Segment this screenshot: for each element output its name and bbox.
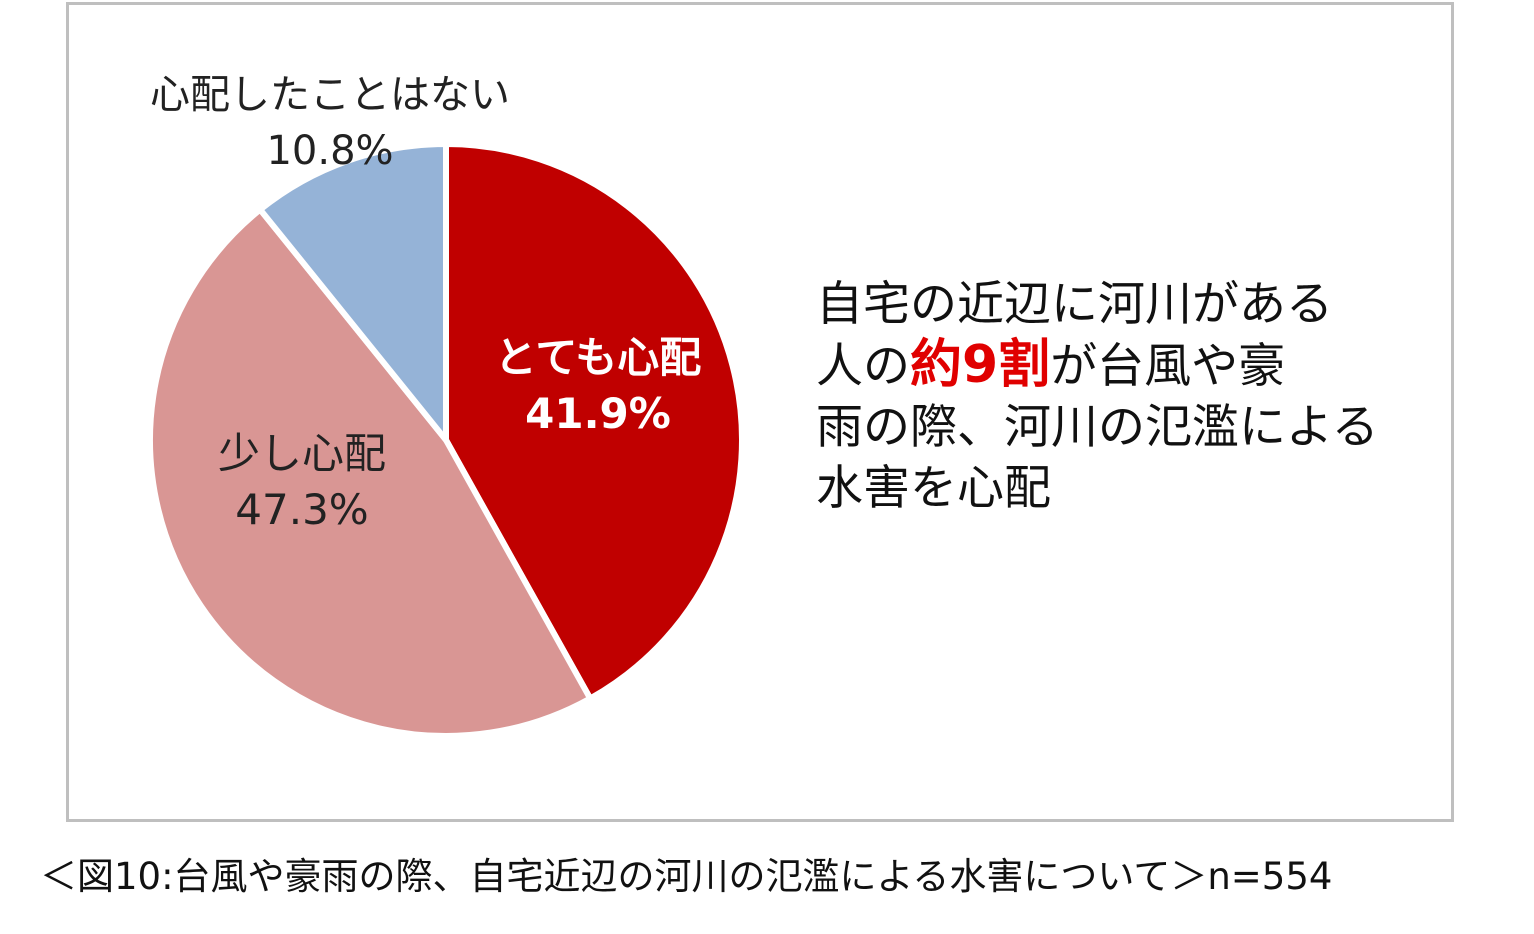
callout-line-2: 人の約9割が台風や豪 (816, 335, 1416, 397)
callout-line-2-pre: 人の (816, 339, 910, 394)
callout-text: 自宅の近辺に河川がある 人の約9割が台風や豪 雨の際、河川の氾濫による 水害を心… (816, 274, 1416, 519)
slice-value-label-2: 47.3% (235, 485, 368, 534)
callout-line-4: 水害を心配 (816, 461, 1051, 516)
pie-slice-3 (257, 141, 449, 443)
callout-line-3: 雨の際、河川の氾濫による (816, 400, 1379, 455)
slice-value-label-1: 41.9% (525, 389, 671, 438)
slice-label-2: 少し心配 (218, 429, 386, 478)
pie-labels: とても心配 41.9% 少し心配 47.3% 心配したことはない 10.8% (150, 72, 701, 534)
pie-slices (147, 141, 745, 739)
pie-slice-1 (443, 141, 745, 702)
slice-label-1: とても心配 (495, 333, 702, 382)
callout-line-2-post: が台風や豪 (1050, 339, 1286, 394)
callout-emphasis: 約9割 (910, 335, 1051, 395)
callout-line-1: 自宅の近辺に河川がある (816, 277, 1333, 332)
slice-label-3: 心配したことはない (150, 72, 510, 118)
figure-caption: ＜図10:台風や豪雨の際、自宅近辺の河川の氾濫による水害について＞n=554 (40, 855, 1333, 898)
slice-value-label-3: 10.8% (266, 128, 393, 174)
pie-slice-2 (147, 206, 594, 739)
